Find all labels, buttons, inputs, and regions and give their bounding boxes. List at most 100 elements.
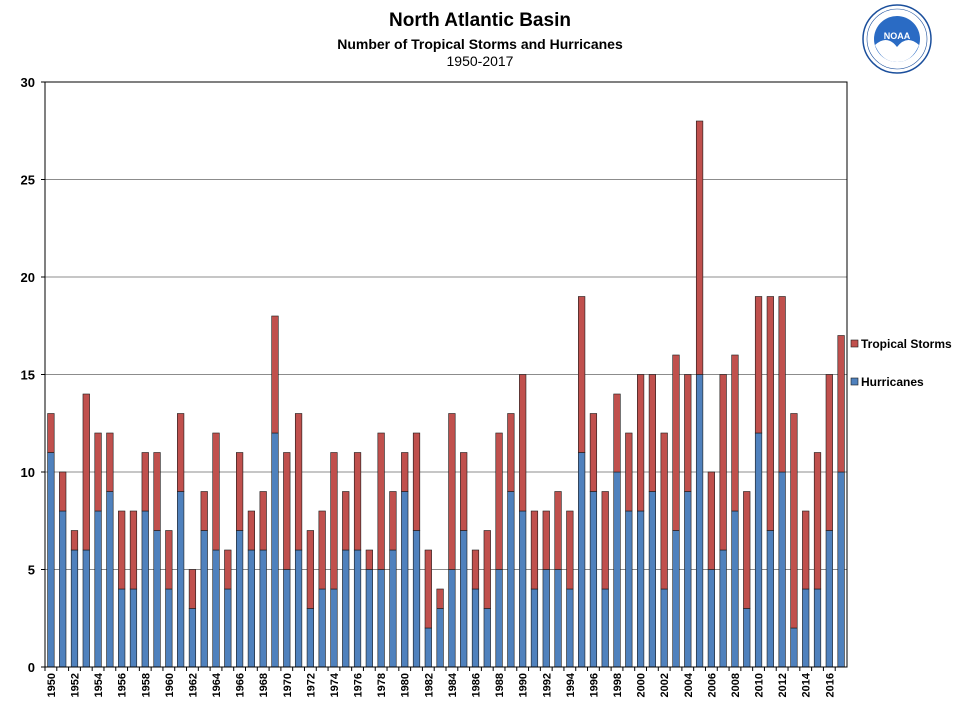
bar-hurricanes	[589, 491, 598, 668]
bar-hurricanes	[448, 569, 456, 668]
bar-tropical-storms	[94, 432, 102, 512]
bar-tropical-storms	[601, 491, 609, 590]
bar-tropical-storms	[684, 374, 692, 492]
x-tick-label: 1998	[612, 673, 624, 697]
bar-tropical-storms	[719, 374, 727, 551]
bar-tropical-storms	[70, 530, 79, 551]
bar-tropical-storms	[47, 413, 55, 453]
bar-hurricanes	[613, 471, 621, 668]
bar-tropical-storms	[754, 296, 763, 434]
bar-tropical-storms	[672, 354, 680, 531]
bar-hurricanes	[507, 491, 515, 668]
bar-hurricanes	[660, 588, 668, 668]
legend-swatch	[850, 377, 859, 386]
bar-tropical-storms	[766, 296, 774, 531]
bar-tropical-storms	[695, 120, 704, 375]
y-tick-label: 10	[21, 465, 35, 480]
bar-hurricanes	[672, 530, 680, 668]
bar-hurricanes	[82, 549, 90, 668]
bar-hurricanes	[813, 588, 822, 668]
bar-tropical-storms	[188, 569, 197, 609]
bar-tropical-storms	[460, 452, 468, 531]
bar-hurricanes	[566, 588, 574, 668]
y-tick-label: 25	[21, 173, 35, 188]
bar-hurricanes	[837, 471, 845, 668]
x-tick-label: 1992	[541, 673, 553, 697]
bar-tropical-storms	[707, 471, 715, 570]
bar-hurricanes	[401, 491, 409, 668]
bar-tropical-storms	[200, 491, 208, 531]
bar-hurricanes	[637, 510, 645, 668]
bar-hurricanes	[330, 588, 338, 668]
bar-tropical-storms	[648, 374, 656, 492]
bar-hurricanes	[47, 452, 55, 668]
bar-tropical-storms	[283, 452, 291, 570]
bar-tropical-storms	[566, 510, 574, 590]
bar-hurricanes	[495, 569, 503, 668]
bar-hurricanes	[778, 471, 786, 668]
bar-tropical-storms	[141, 452, 149, 512]
bar-hurricanes	[542, 569, 550, 668]
legend-swatch	[850, 339, 859, 348]
bar-hurricanes	[530, 588, 539, 668]
x-tick-label: 1970	[282, 673, 294, 697]
legend-label: Tropical Storms	[861, 337, 952, 351]
bar-tropical-storms	[471, 549, 480, 590]
bar-hurricanes	[200, 530, 208, 668]
logo-gull	[875, 39, 919, 62]
legend-label: Hurricanes	[861, 375, 924, 389]
bar-hurricanes	[59, 510, 67, 668]
logo-inner-ring	[866, 8, 928, 70]
bar-hurricanes	[460, 530, 468, 668]
bar-tropical-storms	[412, 432, 421, 531]
x-tick-label: 2014	[801, 672, 813, 697]
bar-tropical-storms	[578, 296, 586, 453]
bar-tropical-storms	[389, 491, 397, 551]
bar-tropical-storms	[401, 452, 409, 492]
bar-tropical-storms	[259, 491, 267, 551]
bar-tropical-storms	[495, 432, 503, 570]
chart-title: North Atlantic Basin	[389, 10, 571, 31]
bar-hurricanes	[719, 549, 727, 668]
x-tick-label: 1994	[565, 672, 577, 697]
x-tick-label: 1984	[447, 672, 459, 697]
bar-tropical-storms	[625, 432, 633, 512]
x-tick-label: 1968	[258, 673, 270, 697]
bar-hurricanes	[94, 510, 102, 668]
bar-tropical-storms	[82, 393, 90, 551]
bar-tropical-storms	[448, 413, 456, 570]
bar-hurricanes	[306, 608, 314, 668]
bar-tropical-storms	[294, 413, 303, 551]
x-tick-label: 2010	[754, 673, 766, 697]
bar-tropical-storms	[613, 393, 621, 473]
bar-tropical-storms	[106, 432, 114, 492]
bar-tropical-storms	[660, 432, 668, 590]
bar-tropical-storms	[790, 413, 798, 629]
bar-tropical-storms	[542, 510, 550, 570]
bar-tropical-storms	[342, 491, 350, 551]
x-tick-label: 1978	[376, 673, 388, 697]
bar-hurricanes	[625, 510, 633, 668]
bar-hurricanes	[825, 530, 833, 668]
bar-hurricanes	[365, 569, 373, 668]
bar-hurricanes	[377, 569, 385, 668]
x-tick-label: 1962	[187, 673, 199, 697]
bar-hurricanes	[601, 588, 609, 668]
bar-hurricanes	[318, 588, 326, 668]
x-tick-label: 1988	[494, 673, 506, 697]
x-tick-label: 1964	[211, 672, 223, 697]
bar-hurricanes	[802, 588, 810, 668]
chart-period: 1950-2017	[446, 53, 514, 69]
bar-tropical-storms	[247, 510, 255, 551]
bar-tropical-storms	[743, 491, 751, 609]
bar-hurricanes	[648, 491, 656, 668]
bar-tropical-storms	[353, 452, 362, 551]
x-tick-label: 1986	[470, 673, 482, 697]
bar-tropical-storms	[118, 510, 126, 590]
bar-hurricanes	[153, 530, 161, 668]
x-tick-label: 2012	[777, 673, 789, 697]
bar-tropical-storms	[731, 354, 739, 512]
y-tick-label: 15	[21, 368, 35, 383]
bar-hurricanes	[247, 549, 255, 668]
x-tick-label: 2002	[659, 673, 671, 697]
